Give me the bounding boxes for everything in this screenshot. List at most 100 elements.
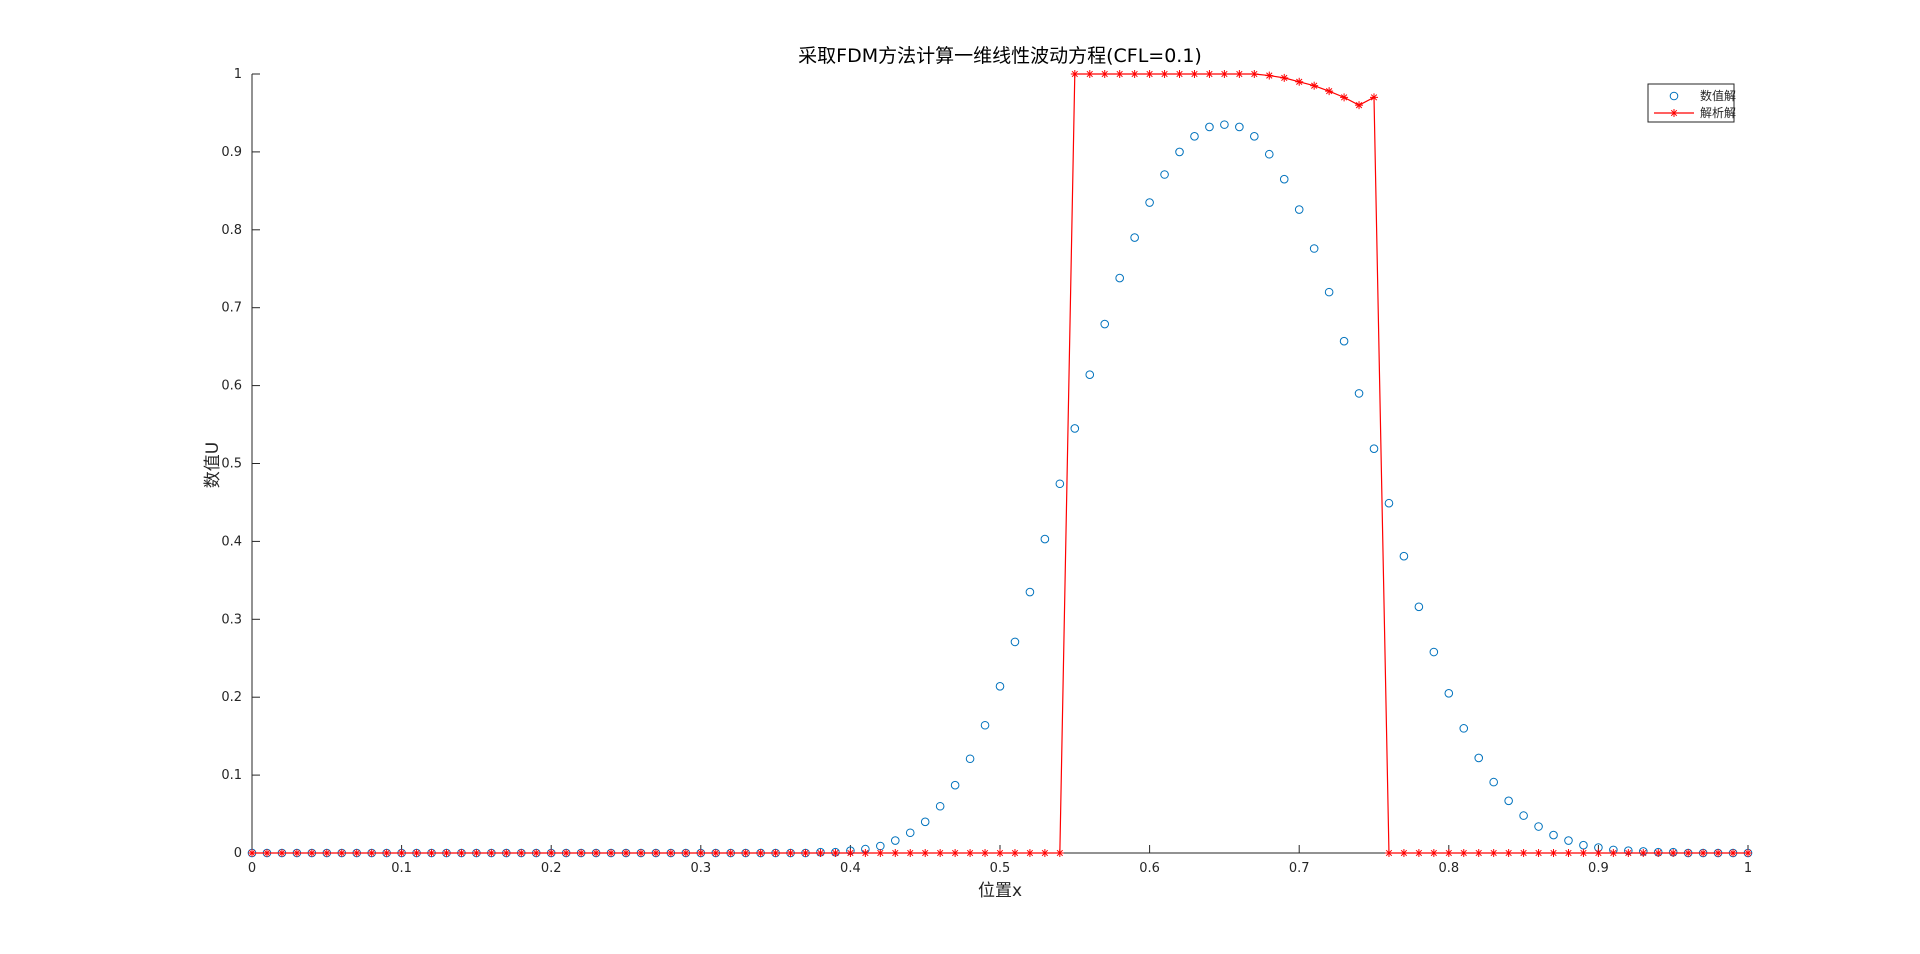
data-point: [1160, 170, 1169, 179]
chart-marks: [247, 70, 1753, 858]
data-point: [622, 849, 630, 857]
data-point: [248, 849, 256, 857]
data-point: [786, 849, 795, 857]
data-point: [1190, 132, 1199, 141]
y-tick-label: 0.2: [221, 690, 242, 705]
data-point: [1040, 849, 1049, 857]
data-point: [562, 849, 571, 857]
data-point: [487, 849, 496, 857]
data-point: [1444, 689, 1454, 698]
data-point: [1669, 849, 1678, 857]
y-tick-label: 0.7: [221, 301, 242, 316]
data-point: [1534, 822, 1543, 831]
data-point: [1489, 777, 1498, 787]
data-point: [1564, 849, 1573, 857]
data-point: [1250, 70, 1259, 78]
data-point: [1519, 811, 1528, 820]
y-tick-label: 0.6: [221, 379, 242, 394]
x-tick-label: 0: [248, 861, 256, 876]
data-point: [771, 849, 780, 857]
data-point: [1684, 849, 1693, 857]
data-point: [1459, 849, 1468, 857]
data-point: [1564, 836, 1573, 845]
legend-label: 数值解: [1700, 88, 1736, 103]
data-point: [981, 849, 990, 857]
legend-marker: [1670, 109, 1678, 117]
data-point: [696, 849, 705, 857]
data-point: [307, 849, 316, 857]
data-point: [592, 849, 601, 857]
data-point: [1160, 70, 1169, 78]
x-tick-label: 0.8: [1438, 861, 1459, 876]
data-point: [1175, 147, 1184, 157]
x-axis-label: 位置x: [978, 881, 1022, 901]
data-point: [711, 849, 720, 857]
data-point: [1295, 77, 1304, 86]
x-tick-label: 0.1: [391, 861, 412, 876]
data-point: [936, 849, 945, 857]
data-point: [1369, 444, 1379, 453]
data-point: [816, 849, 825, 857]
data-point: [547, 849, 556, 857]
data-point: [1085, 370, 1095, 379]
data-point: [636, 849, 645, 857]
data-point: [1504, 796, 1513, 806]
data-point: [1729, 849, 1738, 857]
data-point: [1699, 849, 1708, 857]
x-tick-label: 1: [1744, 861, 1752, 876]
data-point: [1145, 198, 1154, 207]
data-point: [352, 849, 361, 857]
data-point: [1384, 498, 1394, 508]
data-point: [1474, 753, 1484, 763]
data-point: [1579, 849, 1588, 857]
legend-box: [1647, 83, 1735, 123]
y-tick-label: 0.9: [221, 145, 242, 160]
data-point: [532, 849, 541, 857]
data-point: [1534, 849, 1543, 857]
data-point: [1025, 587, 1035, 597]
data-point: [1220, 70, 1229, 78]
data-point: [412, 849, 421, 857]
data-point: [801, 849, 810, 857]
data-point: [322, 849, 331, 857]
data-point: [1429, 647, 1439, 657]
data-point: [1310, 81, 1319, 90]
x-tick-label: 0.9: [1588, 861, 1609, 876]
data-point: [1399, 551, 1409, 561]
data-point: [1130, 70, 1139, 78]
data-point: [427, 849, 436, 857]
y-tick-label: 0.8: [221, 223, 242, 238]
data-point: [1250, 132, 1259, 141]
y-tick-label: 0.3: [221, 612, 242, 627]
x-tick-label: 0.5: [990, 861, 1011, 876]
data-point: [1235, 70, 1244, 78]
data-point: [1639, 849, 1648, 857]
x-tick-label: 0.3: [690, 861, 711, 876]
series-0: [247, 120, 1753, 858]
data-point: [1429, 849, 1438, 857]
data-point: [1325, 87, 1334, 96]
data-point: [921, 849, 930, 857]
data-point: [502, 849, 511, 857]
data-point: [607, 849, 616, 857]
data-point: [741, 849, 750, 857]
y-tick-label: 0.4: [221, 534, 242, 549]
x-tick-label: 0.6: [1139, 861, 1160, 876]
data-point: [1205, 122, 1214, 132]
data-point: [935, 801, 945, 811]
data-point: [980, 720, 990, 730]
data-point: [337, 849, 346, 857]
data-point: [577, 849, 586, 857]
data-point: [891, 849, 900, 857]
data-point: [1025, 849, 1034, 857]
data-point: [651, 849, 660, 857]
data-point: [1265, 71, 1274, 80]
data-point: [666, 849, 675, 857]
data-point: [846, 849, 855, 857]
data-point: [397, 849, 406, 857]
data-point: [292, 849, 301, 857]
data-point: [1294, 205, 1304, 214]
data-point: [950, 780, 960, 790]
y-tick-label: 0: [234, 846, 242, 861]
